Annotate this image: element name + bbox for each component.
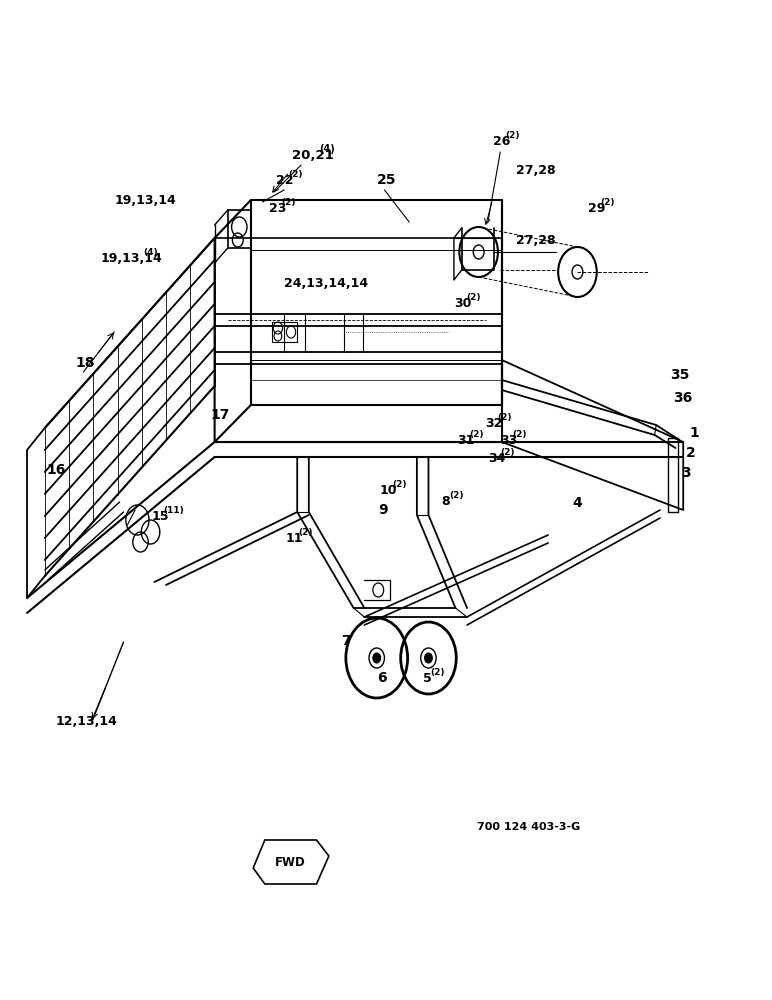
Text: 36: 36 xyxy=(673,391,692,405)
Text: 7: 7 xyxy=(341,634,350,648)
Text: (2): (2) xyxy=(392,480,407,489)
Text: 11: 11 xyxy=(286,532,303,545)
Circle shape xyxy=(421,648,436,668)
Text: (2): (2) xyxy=(469,430,484,439)
Text: (2): (2) xyxy=(497,413,512,422)
Text: 12,13,14: 12,13,14 xyxy=(56,715,117,728)
Text: 33: 33 xyxy=(500,434,517,447)
Text: (2): (2) xyxy=(431,668,445,677)
Text: 19,13,14: 19,13,14 xyxy=(100,252,162,265)
Text: 31: 31 xyxy=(457,434,475,447)
Text: 30: 30 xyxy=(454,297,472,310)
Text: (2): (2) xyxy=(289,170,303,179)
Text: 5: 5 xyxy=(423,672,432,685)
Text: (2): (2) xyxy=(500,448,515,457)
Text: 27,28: 27,28 xyxy=(516,164,555,177)
Text: (2): (2) xyxy=(601,198,615,207)
Text: 10: 10 xyxy=(380,484,398,497)
Text: 26: 26 xyxy=(493,135,510,148)
Circle shape xyxy=(373,653,381,663)
Text: 32: 32 xyxy=(485,417,503,430)
Text: 8: 8 xyxy=(442,495,450,508)
Text: (2): (2) xyxy=(466,293,481,302)
Text: 16: 16 xyxy=(46,463,66,477)
Text: 20,21: 20,21 xyxy=(292,149,334,162)
Text: 17: 17 xyxy=(210,408,229,422)
Text: 29: 29 xyxy=(588,202,606,215)
Text: (2): (2) xyxy=(513,430,527,439)
Circle shape xyxy=(425,653,432,663)
Text: 24,13,14,14: 24,13,14,14 xyxy=(284,277,368,290)
Text: 6: 6 xyxy=(377,671,386,685)
Text: (11): (11) xyxy=(164,506,185,515)
Text: 35: 35 xyxy=(670,368,689,382)
Text: (4): (4) xyxy=(320,144,335,154)
Text: 9: 9 xyxy=(378,503,388,517)
Text: 23: 23 xyxy=(269,202,286,215)
Text: FWD: FWD xyxy=(275,856,306,868)
Text: 4: 4 xyxy=(573,496,583,510)
Text: 27,28: 27,28 xyxy=(516,234,555,247)
Text: (2): (2) xyxy=(281,198,296,207)
Text: 1: 1 xyxy=(689,426,699,440)
Text: 34: 34 xyxy=(488,452,506,465)
Text: 25: 25 xyxy=(377,173,396,187)
Text: (4): (4) xyxy=(143,248,157,257)
Text: (2): (2) xyxy=(298,528,313,537)
Text: 22: 22 xyxy=(276,174,294,187)
Text: (2): (2) xyxy=(505,131,520,140)
Text: 3: 3 xyxy=(681,466,690,480)
Circle shape xyxy=(369,648,384,668)
Text: 18: 18 xyxy=(76,356,95,370)
Text: 15: 15 xyxy=(151,510,169,523)
Text: 700 124 403-3-G: 700 124 403-3-G xyxy=(477,822,581,832)
Text: (2): (2) xyxy=(449,491,463,500)
Text: 19,13,14: 19,13,14 xyxy=(114,194,176,207)
Text: 2: 2 xyxy=(686,446,696,460)
